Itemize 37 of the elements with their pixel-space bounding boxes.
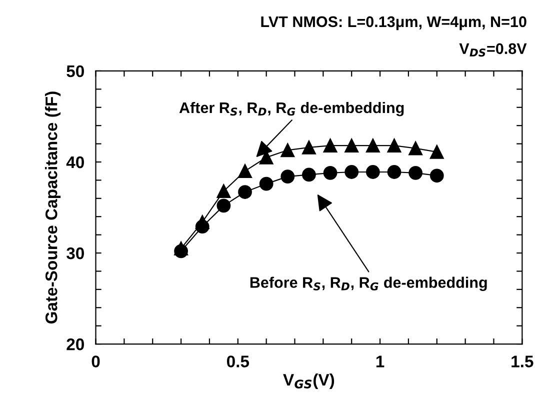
- point: [344, 138, 359, 153]
- x-tick-label: 1.5: [512, 356, 534, 368]
- point: [387, 165, 402, 179]
- point: [174, 244, 188, 258]
- y-tick-label: 30: [66, 247, 84, 260]
- point: [238, 185, 252, 199]
- y-axis-title: Gate-Source Capacitance (fF): [45, 92, 61, 324]
- x-tick-label: 0.5: [226, 356, 250, 368]
- point: [366, 138, 380, 153]
- point: [302, 168, 316, 182]
- point: [366, 165, 380, 179]
- x-tick-label: 1: [376, 356, 384, 368]
- y-tick-label: 40: [66, 156, 84, 168]
- point: [323, 138, 338, 153]
- x-tick-label: 0: [92, 356, 100, 368]
- point: [259, 176, 274, 191]
- point: [216, 184, 231, 198]
- point: [238, 164, 252, 178]
- chart-subtitle: V$_{DS}$=0.8V: [459, 43, 527, 57]
- annotation: After R$_{S}$, R$_{D}$, R$_{G}$ de-embedding: [179, 102, 404, 116]
- point: [195, 220, 210, 234]
- y-tick-label: 20: [66, 338, 84, 350]
- x-axis-title: V$_{GS}$(V): [283, 373, 334, 389]
- point: [430, 145, 444, 159]
- point: [430, 168, 444, 183]
- point: [344, 165, 359, 179]
- point: [387, 138, 402, 153]
- point: [323, 166, 338, 180]
- point: [280, 143, 295, 158]
- point: [408, 166, 423, 180]
- chart-title: LVT NMOS: L=0.13μm, W=4μm, N=10: [261, 16, 526, 30]
- point: [408, 141, 423, 156]
- point: [216, 198, 231, 213]
- annotation: Before R$_{S}$, R$_{D}$, R$_{G}$ de-embedding: [250, 276, 487, 292]
- point: [302, 140, 316, 154]
- point: [280, 170, 295, 184]
- y-tick-label: 50: [66, 65, 84, 78]
